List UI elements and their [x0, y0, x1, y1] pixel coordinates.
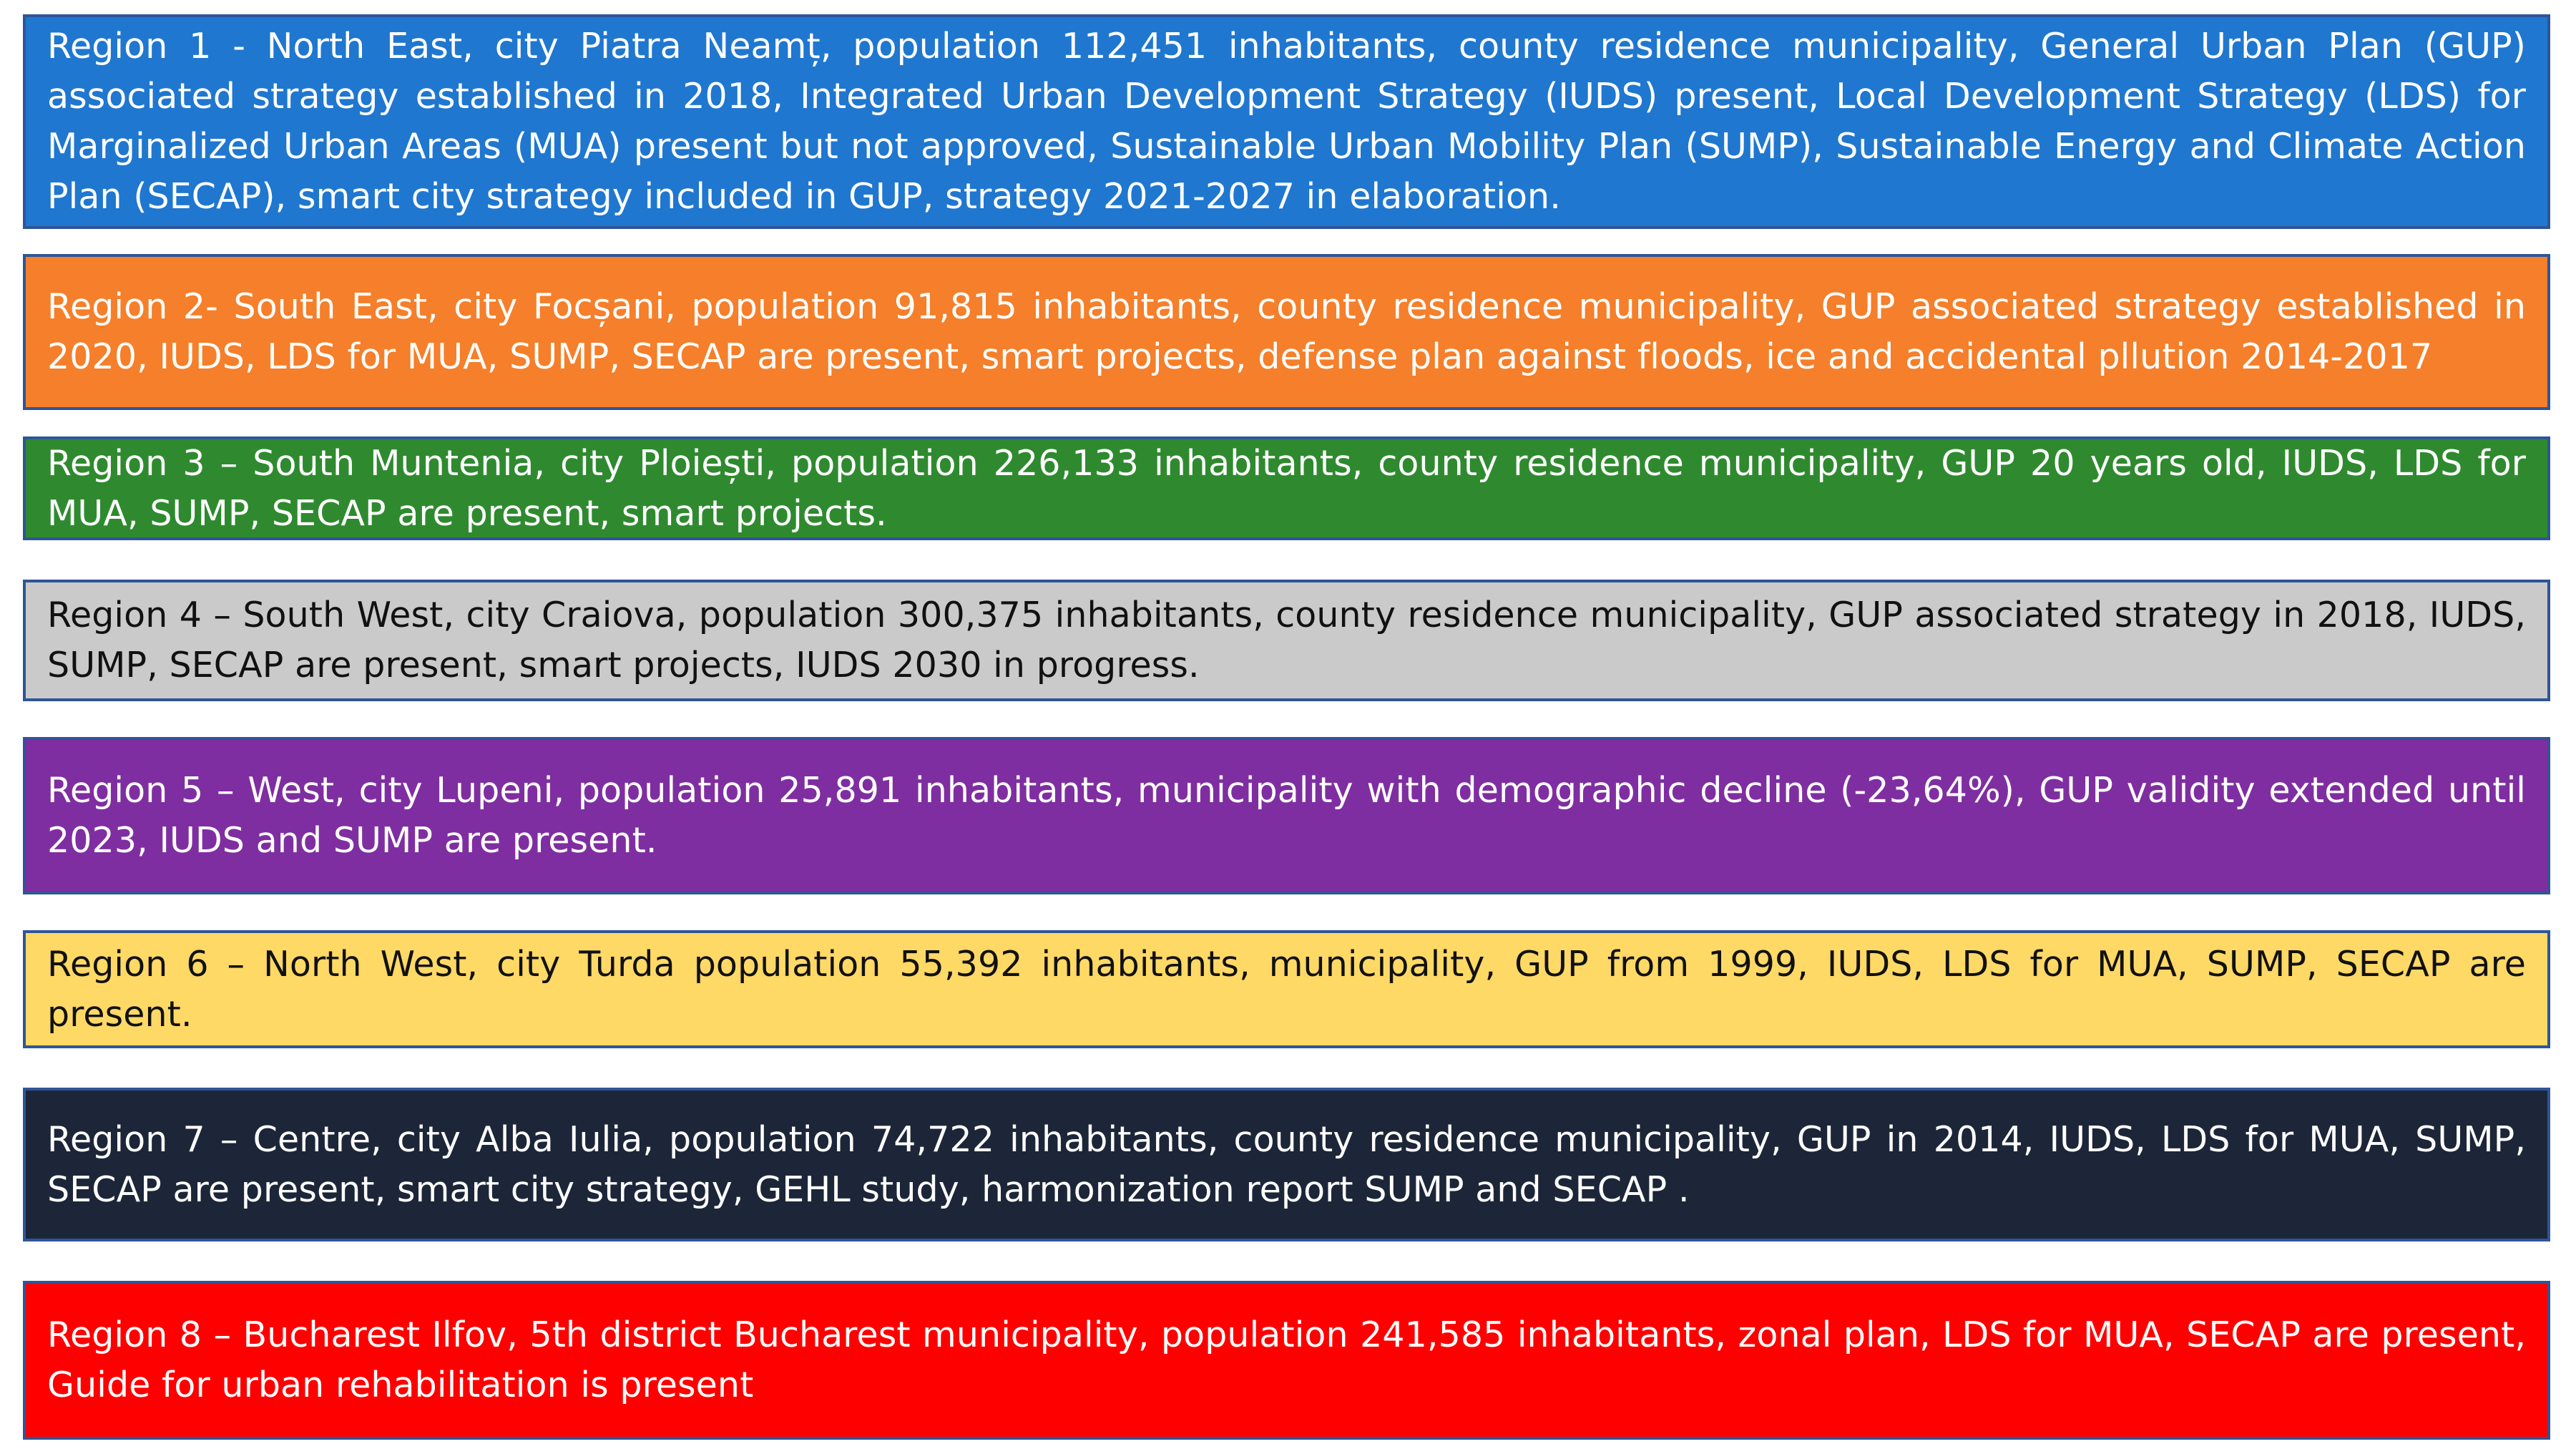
- region-4-box: Region 4 – South West, city Craiova, pop…: [23, 580, 2550, 701]
- region-2-box: Region 2- South East, city Focșani, popu…: [23, 254, 2550, 410]
- region-1-text: Region 1 - North East, city Piatra Neamț…: [47, 26, 2526, 217]
- region-1-box: Region 1 - North East, city Piatra Neamț…: [23, 14, 2550, 229]
- region-4-text: Region 4 – South West, city Craiova, pop…: [47, 595, 2526, 685]
- region-2-text: Region 2- South East, city Focșani, popu…: [47, 286, 2526, 377]
- region-6-text: Region 6 – North West, city Turda popula…: [47, 943, 2526, 1035]
- region-7-text: Region 7 – Centre, city Alba Iulia, popu…: [47, 1118, 2526, 1210]
- region-6-box: Region 6 – North West, city Turda popula…: [23, 930, 2550, 1048]
- region-5-box: Region 5 – West, city Lupeni, population…: [23, 737, 2550, 894]
- region-7-box: Region 7 – Centre, city Alba Iulia, popu…: [23, 1088, 2550, 1241]
- region-3-box: Region 3 – South Muntenia, city Ploiești…: [23, 436, 2550, 540]
- region-8-box: Region 8 – Bucharest Ilfov, 5th district…: [23, 1281, 2550, 1440]
- region-3-text: Region 3 – South Muntenia, city Ploiești…: [47, 442, 2526, 534]
- region-8-text: Region 8 – Bucharest Ilfov, 5th district…: [47, 1314, 2526, 1405]
- region-5-text: Region 5 – West, city Lupeni, population…: [47, 770, 2526, 861]
